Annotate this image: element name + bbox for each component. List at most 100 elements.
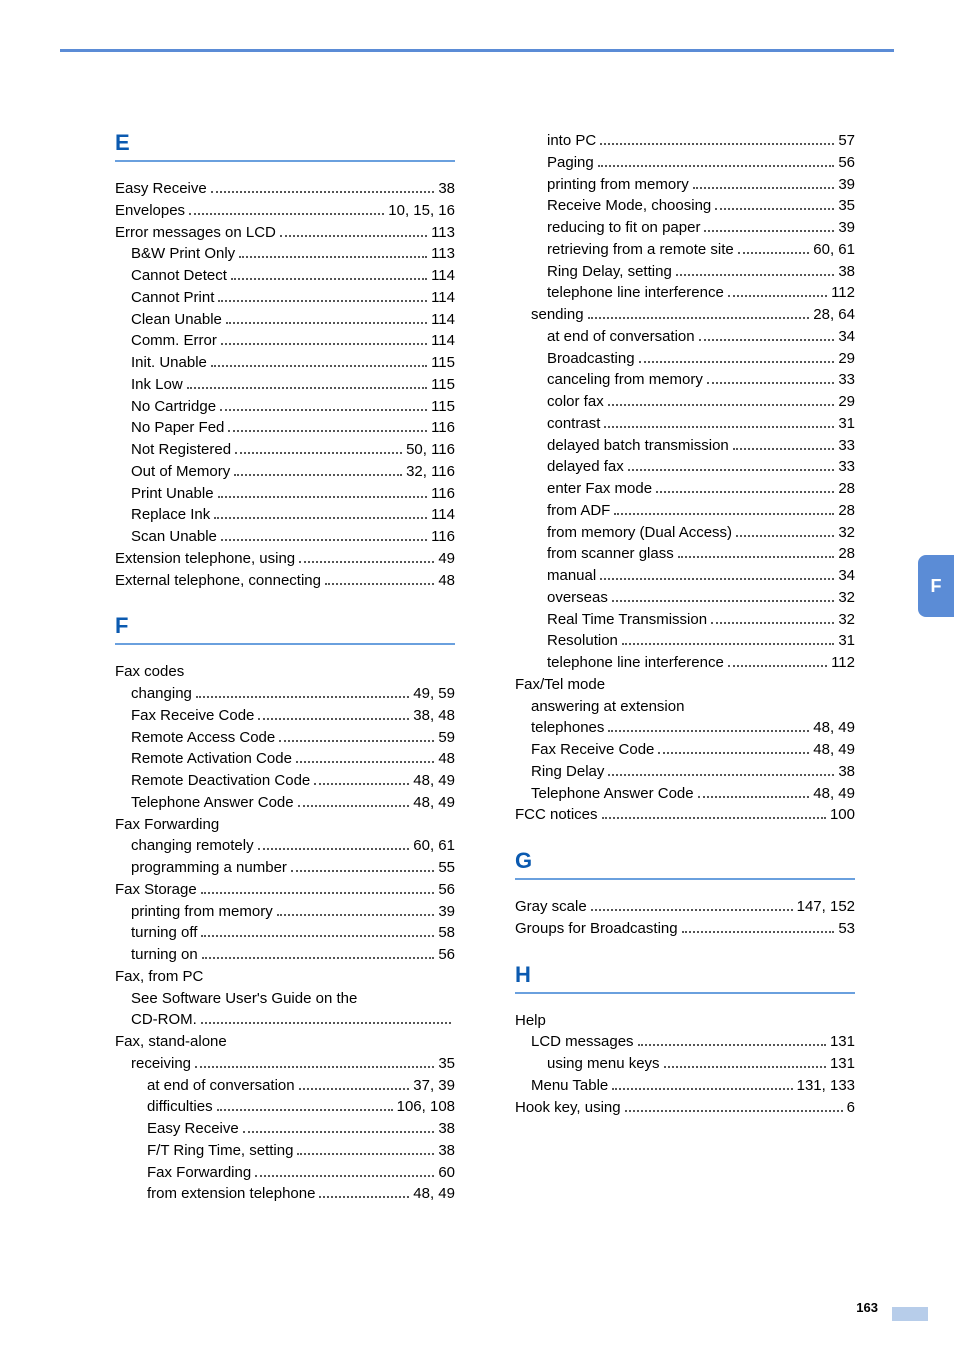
index-entry: reducing to fit on paper 39 [515,217,855,239]
index-entry: Broadcasting 29 [515,348,855,370]
leader-dots [220,399,427,411]
index-entry: delayed fax 33 [515,456,855,478]
index-entry: difficulties 106, 108 [115,1096,455,1118]
index-entry-pages: 50, 116 [406,439,455,461]
index-entry-pages: 48 [438,570,455,592]
leader-dots [715,198,834,210]
index-entry-pages: 106, 108 [397,1096,455,1118]
leader-dots [299,551,434,563]
index-entry: Not Registered 50, 116 [115,439,455,461]
leader-dots [628,459,835,471]
leader-dots [664,1056,826,1068]
index-entry: canceling from memory 33 [515,369,855,391]
index-entry-pages: 38 [438,178,455,200]
leader-dots [188,664,451,676]
index-entry: Resolution 31 [515,630,855,652]
index-entry: retrieving from a remote site 60, 61 [515,239,855,261]
index-entry-pages: 38, 48 [413,705,455,727]
index-entry-pages: 28 [838,500,855,522]
index-entry-pages: 113 [431,243,455,265]
leader-dots [221,333,427,345]
leader-dots [704,220,834,232]
document-page: EEasy Receive 38Envelopes 10, 15, 16Erro… [0,0,954,1351]
index-entry-label: Not Registered [131,439,231,461]
index-entry-pages: 114 [431,287,455,309]
index-entry-pages: 59 [438,727,455,749]
index-entry-label: into PC [547,130,596,152]
index-entry-label: F/T Ring Time, setting [147,1140,293,1162]
leader-dots [600,133,834,145]
index-entry-pages: 147, 152 [797,896,855,918]
section-letter-e: E [115,130,455,162]
index-entry-label: Broadcasting [547,348,635,370]
index-entry: at end of conversation 34 [515,326,855,348]
leader-dots [296,751,434,763]
index-entry-pages: 31 [838,630,855,652]
leader-dots [688,699,851,711]
index-entry-pages: 48, 49 [813,717,855,739]
leader-dots [314,773,409,785]
index-entry-pages: 48, 49 [813,739,855,761]
side-tab: F [918,555,954,617]
leader-dots [201,925,434,937]
leader-dots [196,686,409,698]
leader-dots [214,507,427,519]
index-entry: turning on 56 [115,944,455,966]
side-tab-letter: F [931,576,942,597]
index-entry-label: Scan Unable [131,526,217,548]
index-entry: changing 49, 59 [115,683,455,705]
index-entry-pages: 48, 49 [413,792,455,814]
leader-dots [608,764,834,776]
index-entry: Extension telephone, using 49 [115,548,455,570]
index-entry-pages: 32 [838,522,855,544]
index-entry-pages: 49 [438,548,455,570]
index-entry: Ring Delay 38 [515,761,855,783]
leader-dots [235,442,402,454]
index-entry-pages: 34 [838,565,855,587]
leader-dots [187,377,427,389]
index-entries: into PC 57Paging 56printing from memory … [515,130,855,826]
index-entry: from memory (Dual Access) 32 [515,522,855,544]
index-entry: telephones 48, 49 [515,717,855,739]
index-entry-pages: 114 [431,504,455,526]
index-entry-label: at end of conversation [147,1075,295,1097]
index-entry-pages: 56 [838,152,855,174]
index-entry: Groups for Broadcasting 53 [515,918,855,940]
index-entry: enter Fax mode 28 [515,478,855,500]
index-entry-label: receiving [131,1053,191,1075]
index-entry-label: telephone line interference [547,282,724,304]
index-entry-label: turning off [131,922,197,944]
index-entry-label: from memory (Dual Access) [547,522,732,544]
leader-dots [201,1012,451,1024]
index-entry-label: Init. Unable [131,352,207,374]
leader-dots [319,1186,409,1198]
index-entry: Scan Unable 116 [115,526,455,548]
leader-dots [598,155,835,167]
index-entry: Easy Receive 38 [115,178,455,200]
index-entry: Receive Mode, choosing 35 [515,195,855,217]
index-entry: answering at extension [515,696,855,718]
index-entry-label: from ADF [547,500,610,522]
index-entry-label: Help [515,1010,546,1032]
leader-dots [612,1078,792,1090]
index-entry-label: Easy Receive [147,1118,239,1140]
index-entry: delayed batch transmission 33 [515,435,855,457]
index-entry-label: Envelopes [115,200,185,222]
index-entry: using menu keys 131 [515,1053,855,1075]
index-entry-label: color fax [547,391,604,413]
leader-dots [297,1143,434,1155]
index-entry-pages: 57 [838,130,855,152]
index-entry: Fax, stand-alone [115,1031,455,1053]
leader-dots [255,1165,434,1177]
index-entry-pages: 32, 116 [406,461,455,483]
leader-dots [258,708,409,720]
index-entry-pages: 37, 39 [413,1075,455,1097]
index-entry: Fax Storage 56 [115,879,455,901]
index-entry-pages: 113 [431,222,455,244]
leader-dots [609,677,851,689]
leader-dots [211,181,435,193]
left-column: EEasy Receive 38Envelopes 10, 15, 16Erro… [115,130,455,1227]
leader-dots [325,573,434,585]
index-entry: Fax, from PC [115,966,455,988]
index-entry: Out of Memory 32, 116 [115,461,455,483]
